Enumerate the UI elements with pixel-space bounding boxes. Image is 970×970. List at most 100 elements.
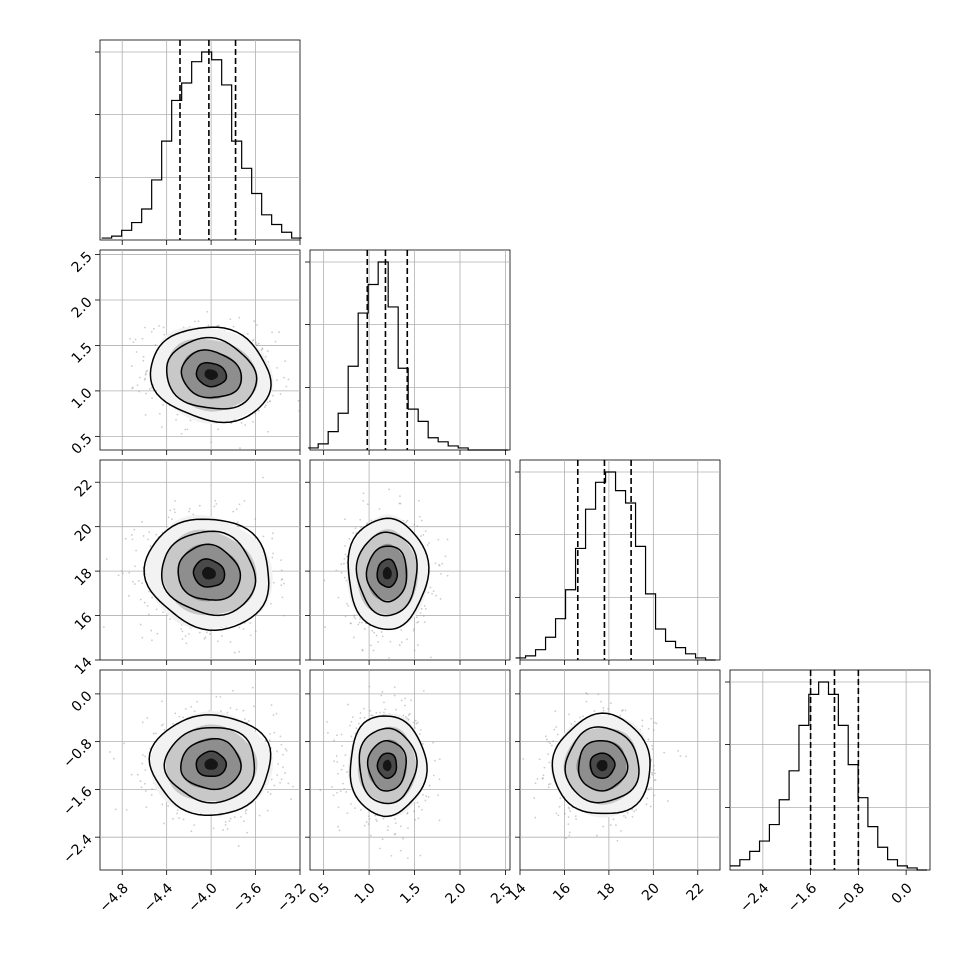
scatter-point <box>542 774 545 777</box>
scatter-point <box>279 735 282 738</box>
scatter-point <box>426 544 429 546</box>
scatter-point <box>413 627 415 630</box>
contour-line <box>376 752 398 780</box>
contour-line <box>148 714 272 816</box>
scatter-point <box>279 781 281 784</box>
scatter-point <box>446 538 449 541</box>
scatter-point <box>407 718 410 721</box>
scatter-point <box>420 535 422 537</box>
histogram-step <box>730 681 928 871</box>
scatter-point <box>281 578 284 580</box>
scatter-point <box>207 324 210 327</box>
scatter-point <box>161 472 163 474</box>
scatter-point <box>352 531 355 534</box>
scatter-point <box>406 638 408 641</box>
scatter-point <box>542 777 544 779</box>
scatter-point <box>292 785 294 788</box>
scatter-point <box>176 812 178 815</box>
scatter-point <box>415 616 418 619</box>
density-layer <box>100 670 300 870</box>
tick-label-y: 16 <box>72 610 96 634</box>
scatter-point <box>433 759 436 762</box>
scatter-point <box>243 499 246 502</box>
scatter-point <box>141 582 144 585</box>
scatter-point <box>363 628 366 630</box>
scatter-point <box>536 778 539 780</box>
scatter-point <box>151 788 153 790</box>
scatter-point <box>130 534 133 536</box>
scatter-point <box>182 716 185 719</box>
scatter-point <box>568 831 571 834</box>
contour-line <box>551 712 651 815</box>
scatter-point <box>150 629 153 632</box>
density-fill <box>201 566 216 580</box>
scatter-point <box>355 727 358 730</box>
scatter-point <box>359 717 362 720</box>
scatter-point <box>154 344 157 346</box>
tick-label-x: 20 <box>639 880 663 904</box>
scatter-point <box>132 341 135 344</box>
scatter-point <box>136 384 139 387</box>
scatter-point <box>369 709 372 712</box>
scatter-point <box>254 412 257 415</box>
contour-line <box>365 545 408 603</box>
scatter-point <box>620 830 622 832</box>
scatter-point <box>412 721 415 724</box>
panel-density-1-3: 0.5 1.0 1.5 2.0 2.5 <box>305 669 515 907</box>
scatter-point <box>146 369 149 372</box>
scatter-point <box>173 508 176 511</box>
tick-label-x: 2.0 <box>443 880 470 907</box>
scatter-point <box>394 822 397 825</box>
scatter-point <box>123 742 126 745</box>
scatter-point <box>547 740 550 743</box>
scatter-point <box>621 709 623 712</box>
scatter-point <box>279 393 282 395</box>
scatter-point <box>545 735 547 738</box>
scatter-point <box>635 809 637 811</box>
scatter-point <box>602 709 605 712</box>
scatter-point <box>217 640 219 643</box>
scatter-point <box>215 503 218 505</box>
scatter-point <box>337 772 339 775</box>
scatter-point <box>298 409 300 412</box>
scatter-point <box>340 733 343 736</box>
scatter-point <box>124 537 127 540</box>
scatter-point <box>141 762 144 765</box>
scatter-point <box>222 829 225 831</box>
scatter-point <box>619 714 622 717</box>
scatter-point <box>647 788 650 791</box>
scatter-point <box>406 519 409 522</box>
scatter-point <box>253 320 256 323</box>
scatter-point <box>278 331 280 333</box>
scatter-point <box>313 567 315 569</box>
scatter-point <box>624 709 627 712</box>
scatter-point <box>343 576 346 579</box>
scatter-point <box>285 749 288 752</box>
contour-line <box>180 737 242 791</box>
scatter-point <box>383 711 385 714</box>
scatter-point <box>416 721 419 724</box>
scatter-point <box>229 707 232 709</box>
scatter-point <box>271 556 274 559</box>
scatter-point <box>208 633 211 635</box>
scatter-point <box>109 751 111 753</box>
scatter-point <box>338 829 341 832</box>
scatter-point <box>343 562 345 565</box>
scatter-point <box>402 837 404 840</box>
scatter-point <box>362 499 365 502</box>
scatter-point <box>210 441 213 444</box>
scatter-point <box>400 629 403 631</box>
scatter-point <box>219 696 222 698</box>
scatter-point <box>547 783 550 786</box>
scatter-point <box>193 320 196 323</box>
scatter-point <box>358 621 361 624</box>
scatter-point <box>394 817 396 820</box>
scatter-point <box>567 823 570 826</box>
scatter-point <box>337 596 340 599</box>
scatter-point <box>413 810 415 813</box>
scatter-point <box>269 793 272 795</box>
scatter-point <box>404 697 406 700</box>
scatter-point <box>260 349 263 352</box>
panel-frame <box>309 669 511 871</box>
scatter-point <box>444 555 447 558</box>
